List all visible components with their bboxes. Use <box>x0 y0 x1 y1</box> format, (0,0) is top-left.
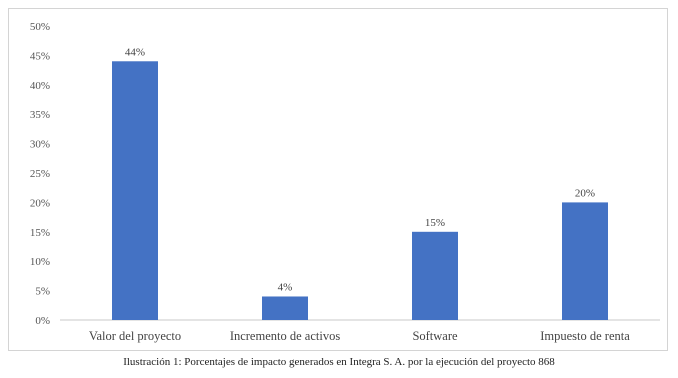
y-tick-label: 35% <box>30 109 50 121</box>
data-label: 44% <box>125 46 145 58</box>
y-tick-label: 30% <box>30 139 50 151</box>
bar <box>562 202 608 320</box>
y-tick-label: 25% <box>30 168 50 180</box>
y-tick-label: 10% <box>30 256 50 268</box>
x-tick-label: Valor del proyecto <box>89 329 181 343</box>
data-label: 15% <box>425 217 445 229</box>
x-tick-label: Impuesto de renta <box>540 329 630 343</box>
y-tick-label: 40% <box>30 80 50 92</box>
data-label: 20% <box>575 187 595 199</box>
bar <box>262 296 308 320</box>
y-tick-label: 15% <box>30 227 50 239</box>
y-tick-label: 50% <box>30 21 50 33</box>
y-tick-label: 45% <box>30 50 50 62</box>
bar <box>112 61 158 320</box>
bar <box>412 231 458 320</box>
figure-caption: Ilustración 1: Porcentajes de impacto ge… <box>123 356 555 368</box>
bar-chart: 0% 5% 10% 15% 20% 25% 30% 35% 40% 45% 50% 44% Valor … <box>30 21 660 343</box>
y-tick-label: 5% <box>35 286 50 298</box>
y-tick-label: 0% <box>35 315 50 327</box>
x-tick-label: Incremento de activos <box>230 329 341 343</box>
x-tick-label: Software <box>412 329 458 343</box>
data-label: 4% <box>278 281 293 293</box>
y-tick-label: 20% <box>30 197 50 209</box>
